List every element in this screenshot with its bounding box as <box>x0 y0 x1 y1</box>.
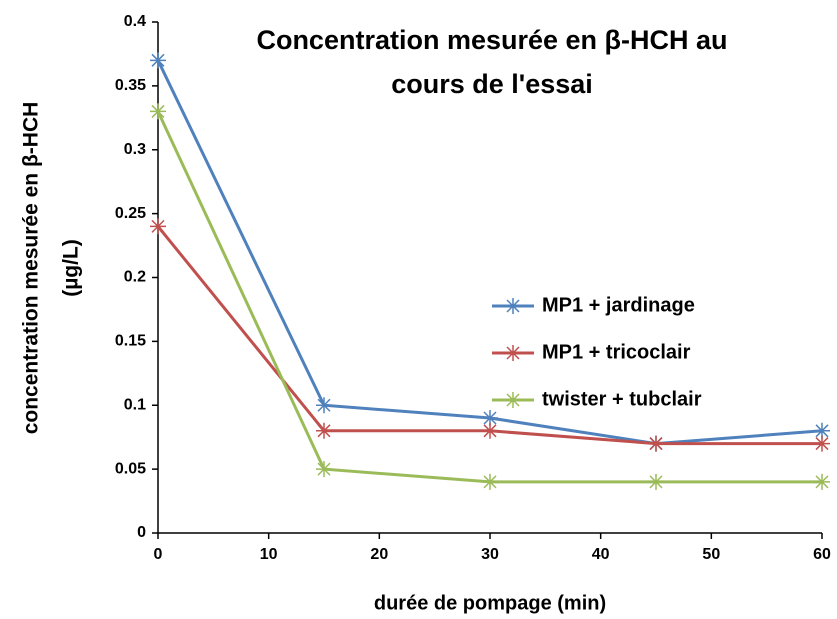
legend-marker <box>505 345 521 361</box>
point-marker <box>648 473 664 490</box>
point-marker <box>150 103 166 120</box>
y-tick-label: 0.2 <box>124 269 146 286</box>
x-tick-label: 50 <box>702 546 720 563</box>
legend-label: MP1 + tricoclair <box>542 341 691 363</box>
y-tick-label: 0.05 <box>115 460 146 477</box>
point-marker <box>150 218 166 235</box>
chart-title: Concentration mesurée en β-HCH au <box>256 25 727 55</box>
point-marker <box>316 422 332 439</box>
point-marker <box>814 435 830 452</box>
y-axis-label: (µg/L) <box>60 239 83 297</box>
x-axis-label: durée de pompage (min) <box>374 592 606 614</box>
x-tick-label: 40 <box>592 546 610 563</box>
y-tick-label: 0.1 <box>124 396 146 413</box>
x-tick-label: 30 <box>481 546 499 563</box>
y-tick-label: 0.15 <box>115 333 146 350</box>
x-tick-label: 0 <box>154 546 163 563</box>
y-tick-label: 0.35 <box>115 77 146 94</box>
point-marker <box>814 473 830 490</box>
y-axis-label: concentration mesurée en β-HCH <box>20 102 43 435</box>
legend-marker <box>505 392 521 408</box>
y-tick-label: 0 <box>137 524 146 541</box>
point-marker <box>482 473 498 490</box>
x-tick-label: 20 <box>370 546 388 563</box>
point-marker <box>814 422 830 439</box>
x-tick-label: 10 <box>260 546 278 563</box>
y-tick-label: 0.4 <box>124 13 146 30</box>
x-tick-label: 60 <box>813 546 831 563</box>
legend-label: MP1 + jardinage <box>542 294 695 316</box>
point-marker <box>482 422 498 439</box>
point-marker <box>150 52 166 69</box>
legend-marker <box>505 298 521 314</box>
legend-label: twister + tubclair <box>542 388 702 410</box>
point-marker <box>482 410 498 427</box>
y-tick-label: 0.25 <box>115 205 146 222</box>
point-marker <box>316 397 332 414</box>
series-line <box>156 59 823 446</box>
point-marker <box>648 435 664 452</box>
chart-title: cours de l'essai <box>391 69 593 99</box>
point-marker <box>316 461 332 478</box>
y-tick-label: 0.3 <box>124 141 146 158</box>
